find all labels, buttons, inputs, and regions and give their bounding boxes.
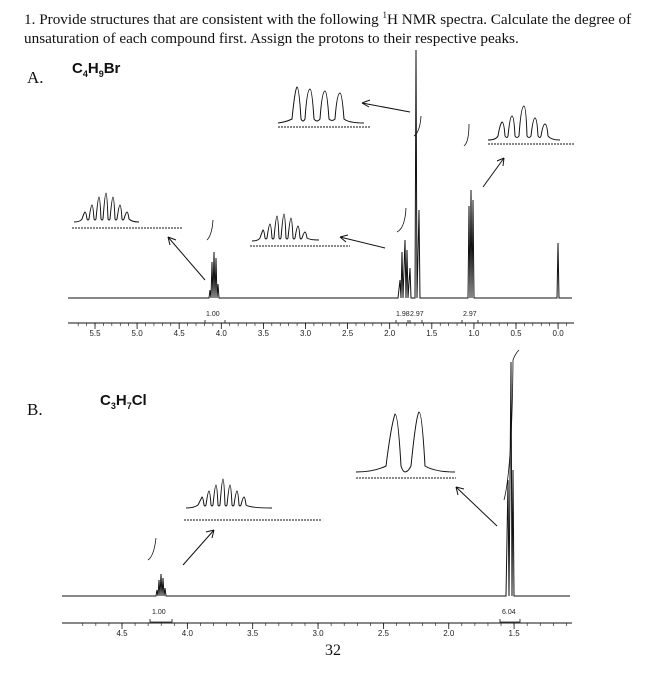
spectrum-b-trace bbox=[62, 361, 570, 597]
spectrum-b-integral-1 bbox=[147, 537, 157, 561]
question-sup: 1 bbox=[382, 10, 388, 20]
spectrum-a-minor-ticks bbox=[77, 323, 567, 329]
spectrum-b-integral-brackets bbox=[149, 619, 521, 623]
question-number: 1. bbox=[24, 11, 36, 29]
axis-tick-label: 0.0 bbox=[553, 329, 565, 338]
spectrum-b-formula: C3H7Cl bbox=[100, 392, 147, 411]
spectrum-a-integral-4 bbox=[463, 123, 470, 147]
question-body-1: Provide structures that are consistent w… bbox=[39, 11, 383, 29]
spectrum-b-inset-1 bbox=[355, 411, 456, 479]
integral-a-1: 1.00 bbox=[206, 311, 220, 318]
axis-tick-label: 5.5 bbox=[89, 329, 101, 338]
axis-tick-label: 2.5 bbox=[342, 329, 354, 338]
spectrum-a-integral-2 bbox=[396, 207, 407, 233]
spectrum-a-label: A. bbox=[27, 68, 44, 87]
spectrum-a-trace bbox=[68, 49, 572, 299]
axis-tick-label: 1.0 bbox=[468, 329, 480, 338]
axis-tick-label: 3.5 bbox=[258, 329, 270, 338]
spectrum-b-integral-2 bbox=[503, 349, 520, 501]
spectrum-b-integral-labels: 1.00 6.04 bbox=[152, 609, 516, 616]
axis-tick-label: 2.5 bbox=[378, 629, 390, 638]
axis-tick-label: 5.0 bbox=[132, 329, 144, 338]
spectrum-a-inset-2 bbox=[487, 105, 574, 145]
spectrum-b-minor-ticks bbox=[82, 623, 567, 629]
axis-tick-label: 1.5 bbox=[426, 329, 438, 338]
spectrum-a-inset-4 bbox=[250, 213, 350, 247]
spectrum-a: 5.5 5.0 4.5 4.0 3.5 3.0 2.5 2.0 1.5 1.0 0.5 0.0 1.0… bbox=[68, 49, 574, 338]
spectrum-a-inset-1 bbox=[277, 86, 370, 128]
axis-tick-label: 4.0 bbox=[216, 329, 228, 338]
axis-tick-label: 4.0 bbox=[182, 629, 194, 638]
integral-b-1: 1.00 bbox=[152, 609, 166, 616]
spectrum-a-arrows bbox=[167, 99, 505, 281]
spectrum-b-axis-labels: 4.5 4.0 3.5 3.0 2.5 2.0 1.5 bbox=[116, 629, 520, 638]
axis-tick-label: 2.0 bbox=[384, 329, 396, 338]
axis-tick-label: 4.5 bbox=[174, 329, 186, 338]
integral-b-2: 6.04 bbox=[502, 609, 516, 616]
page-number: 32 bbox=[325, 642, 341, 659]
integral-a-4: 2.97 bbox=[463, 311, 477, 318]
axis-tick-label: 1.5 bbox=[509, 629, 521, 638]
question-body-2: H NMR spectra. Calculate the degree of u… bbox=[24, 11, 632, 48]
spectrum-a-inset-3 bbox=[72, 192, 182, 229]
axis-tick-label: 3.0 bbox=[300, 329, 312, 338]
spectrum-b-label: B. bbox=[27, 400, 43, 419]
spectrum-b: 4.5 4.0 3.5 3.0 2.5 2.0 1.5 1.00 6.04 bbox=[62, 349, 572, 638]
spectrum-a-axis-labels: 5.5 5.0 4.5 4.0 3.5 3.0 2.5 2.0 1.5 1.0 0.5 0.0 bbox=[89, 329, 564, 338]
axis-tick-label: 4.5 bbox=[116, 629, 128, 638]
integral-a-3: 2.97 bbox=[410, 311, 424, 318]
question-text: 1. Provide structures that are consisten… bbox=[24, 6, 644, 48]
spectrum-b-arrows bbox=[182, 486, 498, 566]
axis-tick-label: 0.5 bbox=[510, 329, 522, 338]
spectrum-a-integral-brackets bbox=[204, 320, 479, 324]
axis-tick-label: 3.5 bbox=[247, 629, 259, 638]
spectrum-b-inset-2 bbox=[184, 478, 322, 521]
axis-tick-label: 3.0 bbox=[312, 629, 324, 638]
axis-tick-label: 2.0 bbox=[443, 629, 455, 638]
integral-a-2: 1.98 bbox=[396, 311, 410, 318]
spectrum-a-integral-1 bbox=[206, 219, 214, 241]
spectrum-a-integral-3 bbox=[413, 115, 422, 137]
spectrum-a-formula: C4H9Br bbox=[72, 60, 121, 79]
spectrum-a-integral-labels: 1.00 1.98 2.97 2.97 bbox=[206, 311, 477, 318]
